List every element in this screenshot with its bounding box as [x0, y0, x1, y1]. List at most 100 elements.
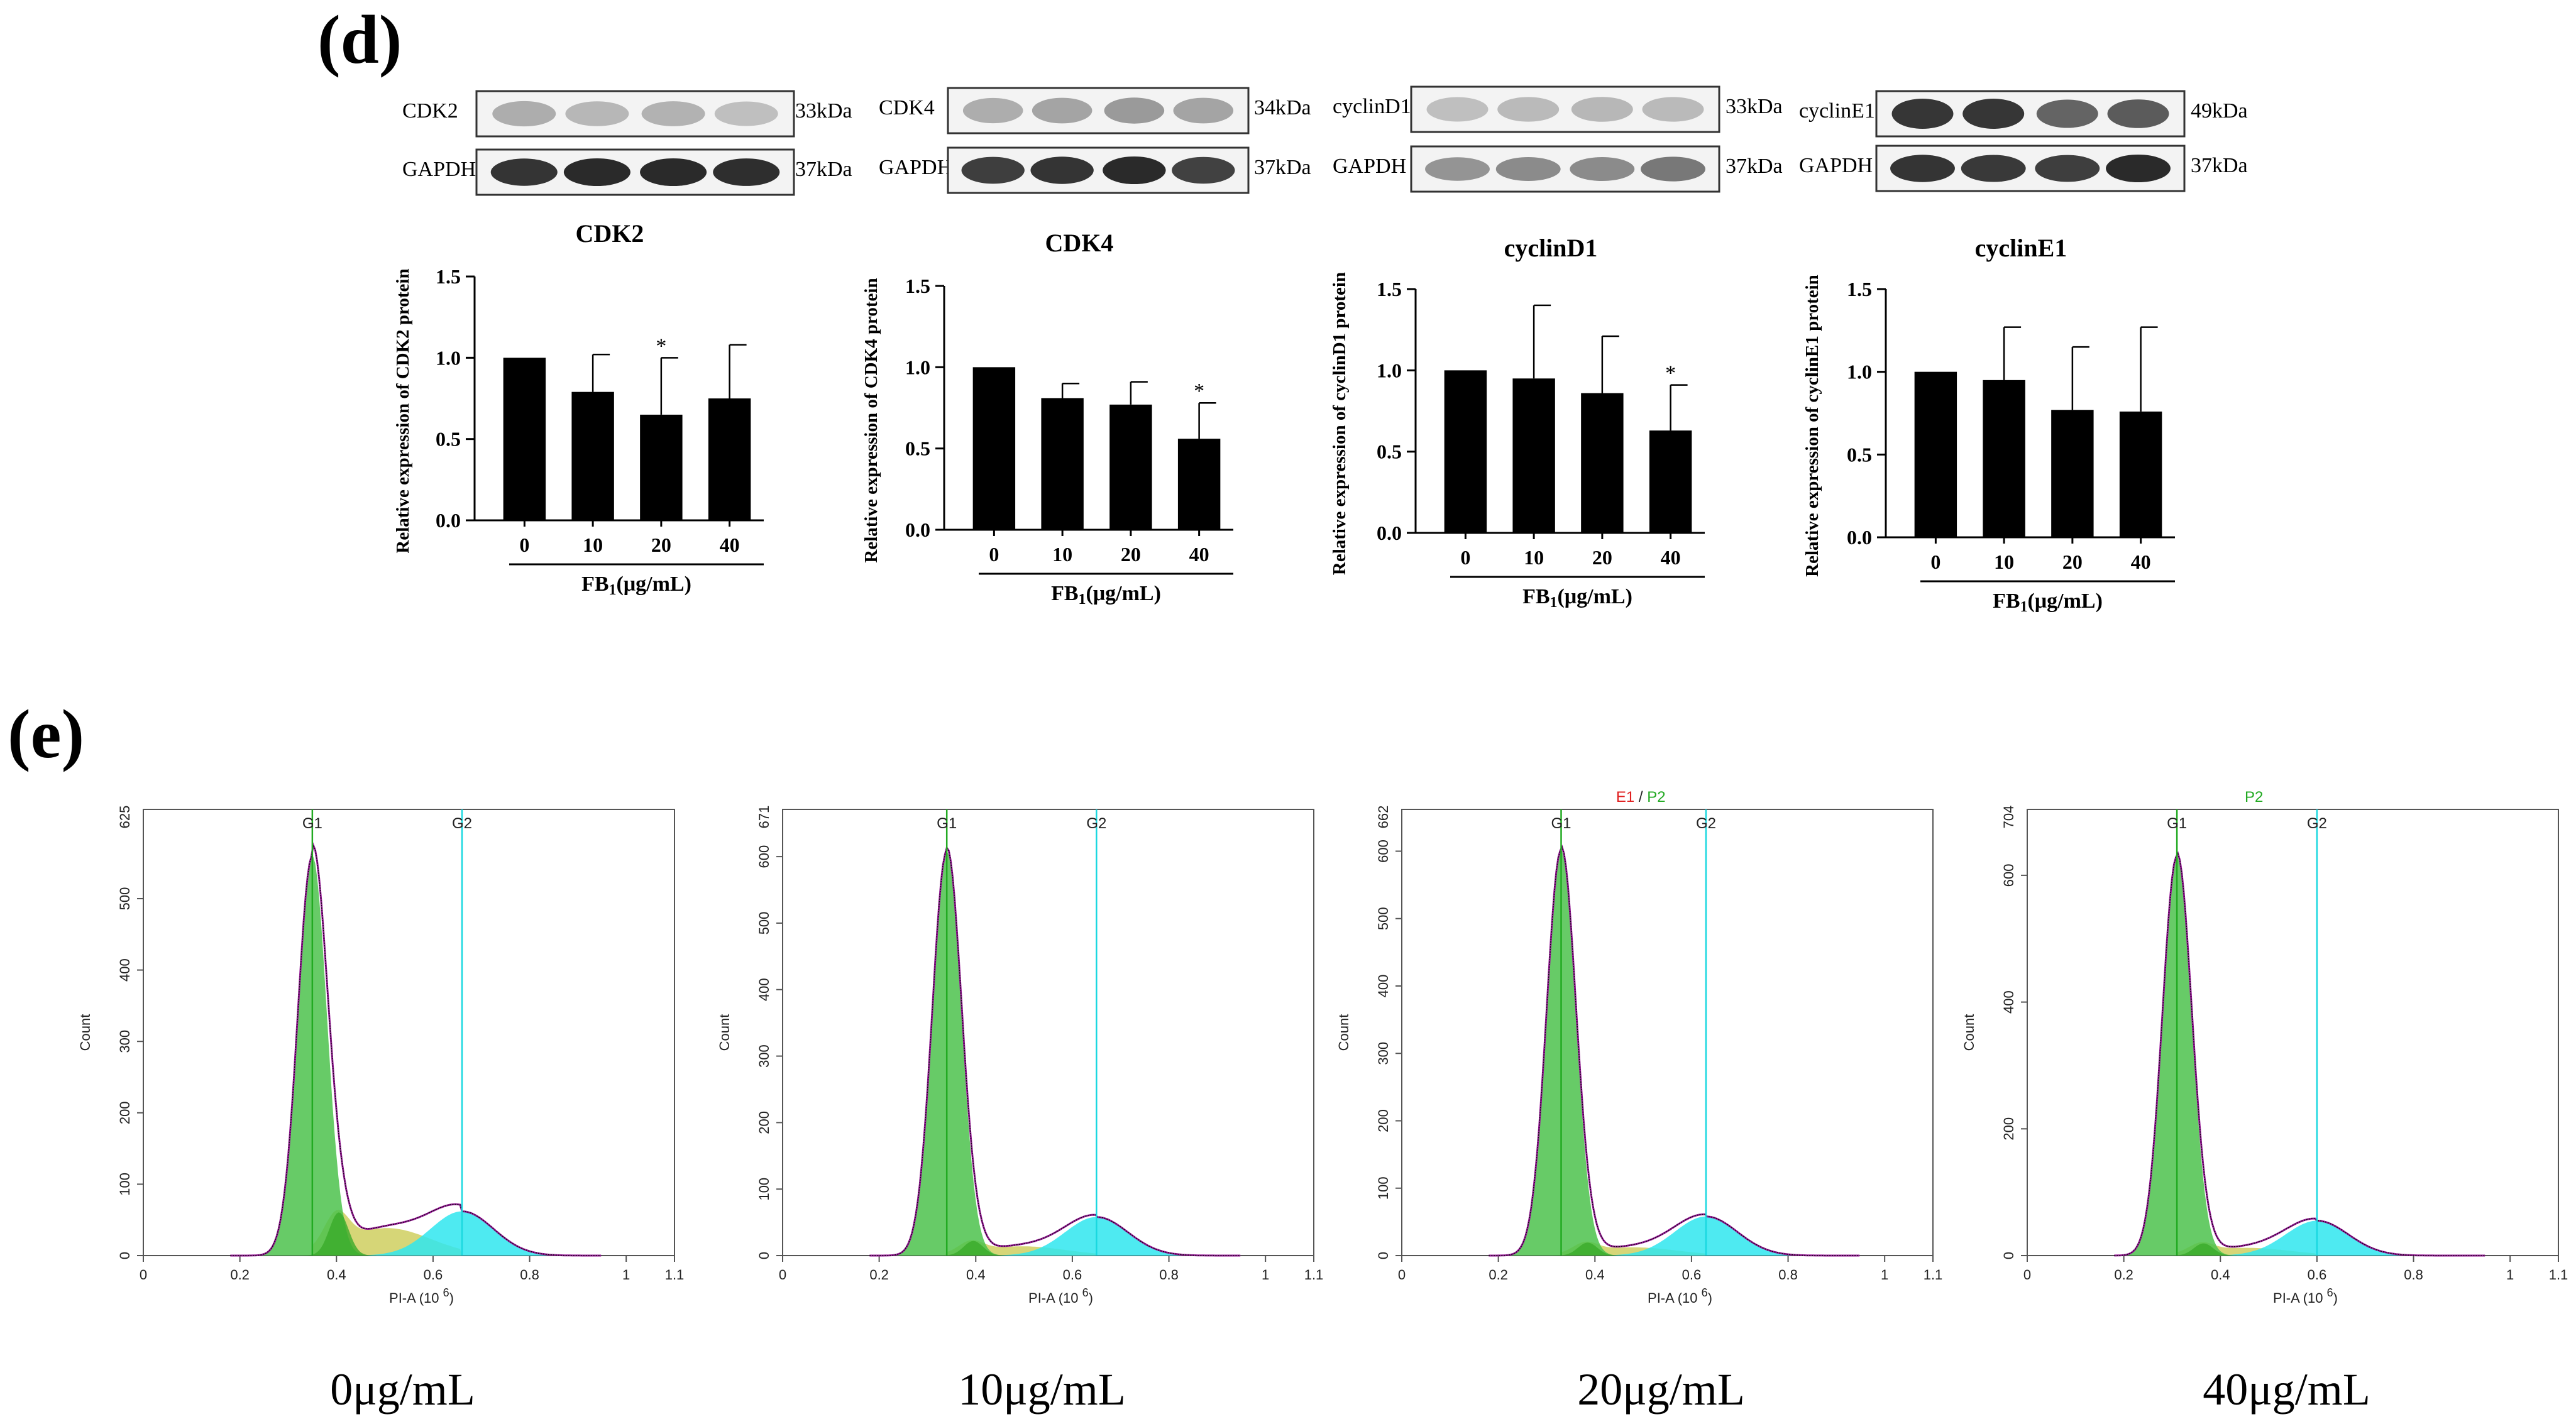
x-axis-title: FB1(μg/mL)	[1993, 589, 2103, 615]
y-max-label: 704	[2001, 806, 2017, 829]
y-tick-label: 1.0	[436, 346, 461, 369]
blot-band	[2106, 155, 2171, 182]
g2-gate-label: G2	[1086, 815, 1106, 832]
bar-chart-CDK2: CDK2 0.0 0.5 1.0 1.5 0 10 * 20 40 FB1(μg/mL) Relati…	[393, 219, 764, 598]
x-tick-label: 40	[2131, 550, 2151, 573]
histogram-caption: 0μg/mL	[330, 1364, 475, 1415]
x-axis-title-main: FB	[1051, 582, 1078, 605]
blot-band	[565, 101, 629, 126]
x-tick-label: 20	[651, 534, 671, 556]
g2-area	[2114, 1220, 2485, 1256]
blot-control-kda: 37kDa	[1726, 155, 1783, 178]
x-axis-title-name: PI-A	[1648, 1290, 1678, 1306]
x-tick-label: 1	[1262, 1267, 1269, 1283]
flow-cytometry-group: 0 0.2 0.4 0.6 0.8 1 1.10100200300400500625PI-A…	[77, 789, 2568, 1415]
x-tick-label: 1.1	[2549, 1267, 2568, 1283]
bar	[1109, 404, 1152, 530]
x-axis-title-sub: 1	[2020, 599, 2028, 615]
blot-control-label: GAPDH	[1333, 155, 1406, 178]
blot-band	[1103, 156, 1166, 184]
x-axis-title-close: )	[449, 1290, 454, 1306]
y-tick-label: 0	[117, 1252, 133, 1259]
gate-top-label: P2	[2245, 789, 2263, 806]
x-axis-title-name: PI-A	[1028, 1290, 1059, 1306]
y-tick-label: 600	[2001, 864, 2017, 887]
x-axis-title-name: PI-A	[389, 1290, 419, 1306]
x-tick-label: 1	[622, 1267, 630, 1283]
histogram-caption: 20μg/mL	[1577, 1364, 1745, 1415]
x-tick-label: 0.8	[2404, 1267, 2423, 1283]
y-tick-label: 0.0	[905, 518, 930, 541]
blot-band	[1642, 97, 1704, 122]
gate-label-p2: P2	[1647, 789, 1665, 806]
y-max-label: 662	[1375, 806, 1391, 829]
x-tick-label: 10	[1052, 543, 1072, 566]
x-axis-title-exp: 6	[443, 1286, 449, 1299]
y-tick-label: 0.5	[436, 428, 461, 451]
blot-band	[1104, 97, 1165, 124]
y-tick-label: 0	[1375, 1252, 1391, 1259]
y-tick-label: 500	[1375, 907, 1391, 930]
x-axis-title-unit: (μg/mL)	[1086, 582, 1161, 605]
blot-control-kda: 37kDa	[1254, 156, 1311, 179]
x-axis-title: PI-A (10 6)	[389, 1286, 454, 1306]
y-tick-label: 0.5	[1377, 441, 1402, 463]
x-tick-label: 40	[1189, 543, 1209, 566]
bar	[1914, 371, 1957, 537]
bar	[1041, 398, 1084, 530]
blot-band	[1495, 157, 1561, 181]
x-tick-label: 1.1	[1924, 1267, 1943, 1283]
raw-curve	[1489, 846, 1860, 1256]
blot-target-label: cyclinD1	[1333, 95, 1411, 118]
g2-gate-label: G2	[2307, 815, 2327, 832]
blot-band	[1173, 97, 1234, 124]
y-tick-label: 0.0	[1847, 526, 1872, 549]
y-axis-title: Count	[1961, 1014, 1977, 1051]
blot-band	[1961, 155, 2026, 182]
y-axis-title: Relative expression of CDK4 protein	[861, 278, 881, 562]
blot-band	[1030, 156, 1094, 184]
bar	[2119, 411, 2162, 537]
blot-control-label: GAPDH	[1799, 154, 1873, 177]
significance-star: *	[1665, 362, 1676, 385]
x-axis-title-exp: 6	[1702, 1286, 1708, 1299]
s-phase-early-area	[1489, 1242, 1860, 1256]
x-axis-title: PI-A (10 6)	[1028, 1286, 1093, 1306]
y-tick-label: 600	[756, 845, 772, 868]
bar	[640, 414, 683, 520]
blot-target-kda: 33kDa	[795, 99, 852, 123]
x-tick-label: 0	[1930, 550, 1940, 573]
x-axis-title-exp: 6	[1082, 1286, 1089, 1299]
x-tick-label: 0.8	[520, 1267, 539, 1283]
y-axis-title: Count	[1336, 1014, 1351, 1051]
g2-area	[1489, 1216, 1860, 1256]
blot-cyclinE1: cyclinE1 49kDa GAPDH 37kDa	[1799, 90, 2248, 192]
bar	[503, 358, 546, 520]
x-tick-label: 0.8	[1159, 1267, 1179, 1283]
g1-area	[1489, 850, 1860, 1256]
blot-band	[961, 156, 1025, 184]
y-tick-label: 1.0	[1847, 361, 1872, 383]
g2-area	[230, 1211, 602, 1256]
x-tick-label: 1	[2506, 1267, 2514, 1283]
blot-CDK4: CDK4 34kDa GAPDH 37kDa	[879, 87, 1311, 194]
significance-star: *	[656, 334, 666, 358]
g2-gate-label: G2	[1696, 815, 1716, 832]
y-axis-title: Count	[717, 1014, 732, 1051]
bar	[708, 398, 751, 520]
x-tick-label: 10	[1994, 550, 2014, 573]
x-tick-label: 0.6	[1063, 1267, 1082, 1283]
x-tick-label: 0	[779, 1267, 786, 1283]
x-axis-title: FB1(μg/mL)	[1522, 585, 1632, 611]
y-tick-label: 1.5	[436, 265, 461, 288]
bar	[1444, 370, 1487, 533]
bar	[1512, 378, 1555, 533]
x-tick-label: 0.2	[230, 1267, 250, 1283]
blot-band	[1571, 97, 1633, 122]
blot-band	[1890, 155, 1955, 182]
blot-band	[2107, 99, 2169, 128]
blot-band	[1172, 156, 1235, 184]
x-tick-label: 0	[1398, 1267, 1406, 1283]
